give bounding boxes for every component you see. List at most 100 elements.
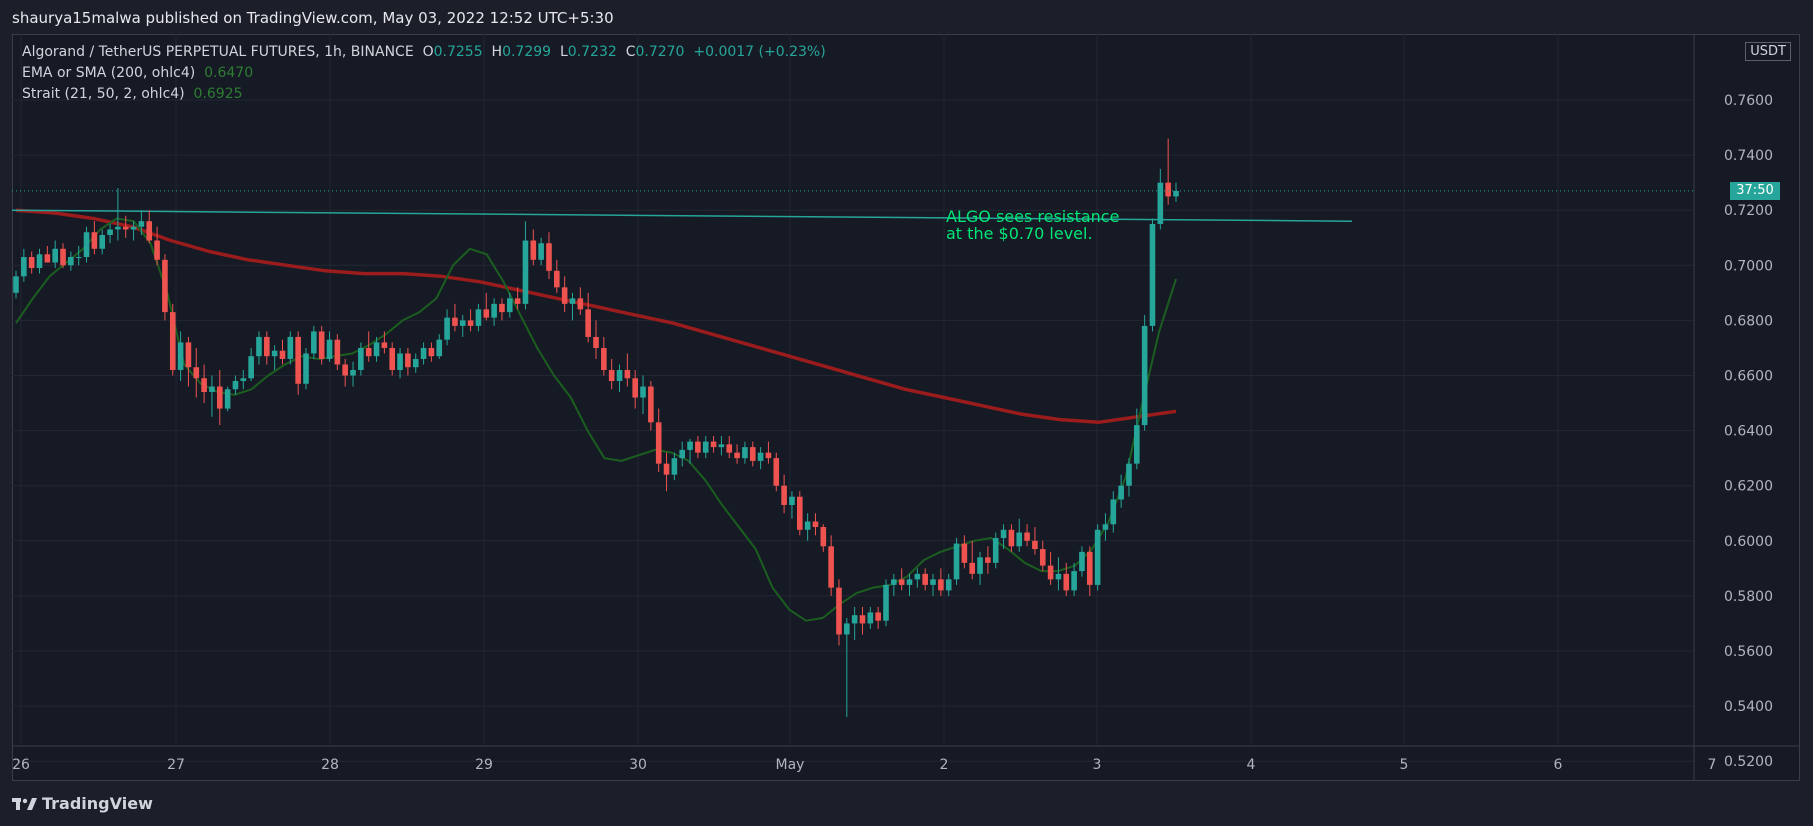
- candle-body: [350, 369, 356, 376]
- candle-body: [264, 336, 270, 357]
- time-axis[interactable]: 26 27 28 29 30 May 2 3 4 5 6 7: [12, 745, 1800, 773]
- candle-body: [209, 386, 215, 393]
- candle-body: [514, 298, 521, 304]
- candle-body: [154, 240, 160, 260]
- candles: [13, 138, 1179, 718]
- candle-body: [781, 485, 787, 505]
- candle-body: [21, 257, 27, 277]
- price-tick-label: 0.5400: [1724, 699, 1773, 715]
- candle-body: [726, 444, 733, 453]
- candle-body: [992, 538, 999, 563]
- candle-body: [906, 579, 913, 585]
- candle-body: [1024, 532, 1030, 541]
- candle-body: [867, 612, 874, 624]
- candle-body: [765, 452, 772, 459]
- grid-lines: [12, 34, 1694, 762]
- candle-body: [734, 452, 740, 459]
- time-tick-label: 3: [1093, 757, 1102, 773]
- candle-body: [1063, 573, 1070, 591]
- candle-body: [295, 336, 301, 384]
- candle-body: [1118, 485, 1124, 500]
- candle-body: [373, 342, 380, 357]
- candle-body: [632, 378, 638, 398]
- candle-body: [1165, 182, 1171, 197]
- candle-body: [1126, 463, 1132, 486]
- candle-body: [201, 378, 207, 393]
- candle-body: [1008, 529, 1015, 547]
- tradingview-footer[interactable]: TradingView: [12, 794, 153, 813]
- candle-body: [185, 342, 192, 368]
- price-tick-label: 0.6400: [1724, 424, 1773, 440]
- candle-body: [569, 298, 576, 304]
- chart-annotation[interactable]: ALGO sees resistance at the $0.70 level.: [946, 208, 1119, 242]
- price-tick-label: 0.7600: [1724, 93, 1773, 109]
- currency-label[interactable]: USDT: [1745, 42, 1791, 61]
- resistance-trendline[interactable]: [12, 209, 1353, 222]
- candle-body: [334, 339, 341, 365]
- candle-body: [1094, 529, 1101, 585]
- time-tick-label: 26: [12, 757, 30, 773]
- time-tick-label: 6: [1554, 757, 1563, 773]
- candle-body: [1000, 529, 1007, 539]
- candle-body: [130, 226, 137, 230]
- candle-body: [467, 320, 474, 326]
- trendline-path: [12, 209, 1353, 222]
- candle-body: [115, 226, 121, 230]
- publisher-header: shaurya15malwa published on TradingView.…: [12, 9, 614, 27]
- candle-body: [444, 317, 450, 340]
- indicator-ema-legend[interactable]: EMA or SMA (200, ohlc4) 0.6470: [22, 65, 253, 81]
- strait-value: 0.6925: [193, 86, 243, 102]
- candle-body: [1173, 190, 1179, 197]
- candle-body: [381, 342, 388, 348]
- time-tick-label: 30: [629, 757, 647, 773]
- time-tick-label: 5: [1400, 757, 1409, 773]
- candle-body: [1110, 499, 1117, 525]
- symbol-legend[interactable]: Algorand / TetherUS PERPETUAL FUTURES, 1…: [22, 44, 826, 60]
- time-tick-label: 28: [321, 757, 339, 773]
- candle-body: [13, 276, 19, 293]
- candle-body: [459, 320, 466, 326]
- candle-body: [1071, 571, 1077, 591]
- candle-body: [287, 336, 294, 359]
- candle-body: [44, 254, 51, 263]
- candle-body: [1102, 524, 1109, 530]
- candle-body: [561, 287, 568, 304]
- candle-body: [663, 463, 670, 475]
- indicator-strait-legend[interactable]: Strait (21, 50, 2, ohlc4) 0.6925: [22, 86, 243, 102]
- ohlc-change: +0.0017 (+0.23%): [693, 44, 826, 60]
- tradingview-logo-icon: [12, 797, 37, 810]
- chart-pane[interactable]: [12, 34, 1800, 781]
- candle-body: [898, 579, 905, 585]
- candle-body: [1134, 425, 1140, 464]
- candle-body: [671, 458, 678, 475]
- ema-line: [15, 208, 1177, 425]
- price-axis[interactable]: 0.7600 0.7400 0.7200 0.7000 0.6800 0.6600 0.64…: [1693, 34, 1773, 781]
- candle-body: [452, 317, 458, 326]
- price-tick-label: 0.6000: [1724, 534, 1773, 550]
- candle-body: [28, 257, 35, 269]
- candle-body: [162, 259, 168, 313]
- candle-body: [718, 444, 725, 448]
- candle-body: [828, 546, 834, 588]
- candle-body: [702, 441, 709, 453]
- candle-body: [945, 579, 952, 591]
- candle-body: [177, 342, 184, 370]
- candle-body: [75, 257, 82, 259]
- candle-body: [522, 240, 529, 304]
- candle-body: [773, 458, 780, 486]
- candle-body: [608, 369, 615, 382]
- candle-body: [91, 232, 98, 249]
- candle-body: [585, 309, 591, 337]
- candle-body: [554, 270, 560, 288]
- price-tick-label: 0.7400: [1724, 148, 1773, 164]
- candle-body: [412, 358, 419, 368]
- candlestick-chart[interactable]: 0.7600 0.7400 0.7200 0.7000 0.6800 0.6600 0.64…: [12, 34, 1800, 781]
- candle-body: [938, 579, 944, 591]
- candle-body: [961, 543, 968, 563]
- time-tick-label: 2: [940, 757, 949, 773]
- candle-body: [240, 378, 247, 382]
- candle-body: [851, 615, 858, 624]
- strait-name: Strait (21, 50, 2, ohlc4): [22, 86, 185, 102]
- candle-body: [169, 312, 176, 370]
- candle-body: [365, 347, 372, 357]
